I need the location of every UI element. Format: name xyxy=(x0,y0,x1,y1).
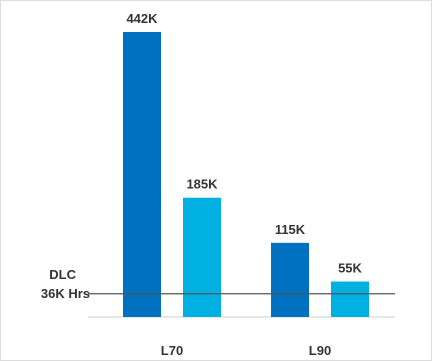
bar-l70-series-1 xyxy=(123,32,161,317)
data-label-l70-series-1: 442K xyxy=(126,11,158,26)
bar-l90-series-1 xyxy=(271,242,309,317)
bars-group: 442K 115K 185K 55K xyxy=(123,11,369,317)
reference-label-line2: 36K Hrs xyxy=(41,286,90,301)
reference-label-line1: DLC xyxy=(49,267,76,282)
category-label-l90: L90 xyxy=(309,343,331,358)
data-label-l90-series-2: 55K xyxy=(338,261,362,276)
data-label-l70-series-2: 185K xyxy=(186,177,218,192)
category-label-l70: L70 xyxy=(161,343,183,358)
bar-l70-series-2 xyxy=(183,197,221,317)
data-label-l90-series-1: 115K xyxy=(275,222,306,237)
bar-l90-series-2 xyxy=(331,281,369,317)
